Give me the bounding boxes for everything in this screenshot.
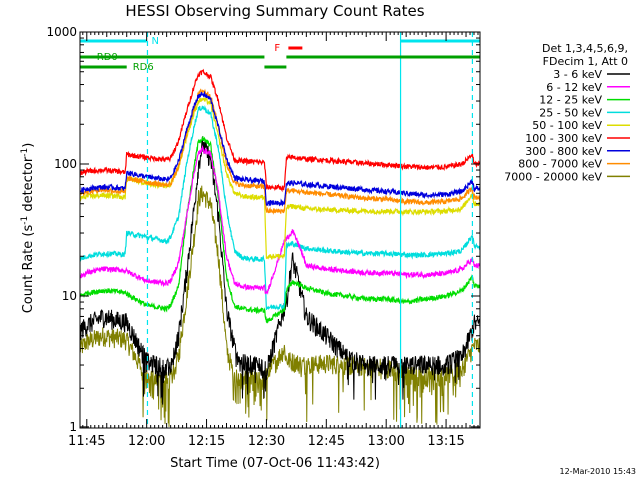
y-axis-label-main: Count Rate (s (21, 225, 36, 314)
flag-label-0: N (151, 36, 158, 47)
footer-date: 12-Mar-2010 15:43 (560, 467, 637, 476)
series-line-3 (80, 104, 480, 311)
x-tick-label-3: 12:30 (248, 434, 285, 449)
plot-area: N F RD0 RD6 1 10 100 1000 11:45 12:00 12:15 12:30 12… (46, 25, 481, 449)
series-line-7 (80, 88, 480, 215)
y-axis-label-mid: detector (21, 156, 36, 216)
flag-label-1: F (274, 43, 280, 54)
chart-title: HESSI Observing Summary Count Rates (125, 2, 424, 20)
x-tick-label-5: 13:00 (367, 434, 404, 449)
y-tick-label-2: 100 (54, 157, 77, 171)
y-axis-label: Count Rate (s-1 detector-1) (20, 143, 36, 314)
x-axis-label: Start Time (07-Oct-06 11:43:42) (170, 456, 380, 471)
legend-label-6: 300 - 800 keV (525, 145, 602, 158)
series-line-0 (80, 136, 480, 405)
x-tick-label-4: 12:45 (308, 434, 345, 449)
series-line-5 (80, 68, 480, 193)
x-tick-label-1: 12:00 (128, 434, 165, 449)
legend-label-4: 50 - 100 keV (532, 119, 602, 132)
y-tick-label-0: 1 (69, 420, 77, 434)
legend-label-1: 6 - 12 keV (546, 81, 602, 94)
legend-label-2: 12 - 25 keV (539, 94, 602, 107)
series-line-6 (80, 90, 480, 207)
legend-label-7: 800 - 7000 keV (518, 158, 602, 171)
plot-frame (79, 31, 481, 429)
legend-label-5: 100 - 300 keV (525, 132, 602, 145)
y-axis-label-sup2: -1 (20, 148, 30, 157)
flag-label-3: RD6 (133, 62, 154, 73)
series-line-2 (80, 136, 480, 324)
legend-header-0: Det 1,3,4,5,6,9, (542, 42, 628, 55)
y-tick-label-1: 10 (62, 289, 77, 303)
y-axis-label-end: ) (21, 143, 36, 148)
x-tick-label-6: 13:15 (427, 434, 464, 449)
legend: Det 1,3,4,5,6,9,FDecim 1, Att 03 - 6 keV… (504, 42, 630, 183)
flag-label-2: RD0 (97, 52, 118, 63)
legend-label-3: 25 - 50 keV (539, 106, 602, 119)
y-tick-label-3: 1000 (46, 25, 77, 39)
x-tick-label-0: 11:45 (68, 434, 105, 449)
legend-label-0: 3 - 6 keV (553, 68, 602, 81)
legend-label-8: 7000 - 20000 keV (504, 170, 602, 183)
x-tick-label-2: 12:15 (188, 434, 225, 449)
y-axis-label-sup1: -1 (20, 216, 30, 225)
legend-header-1: FDecim 1, Att 0 (543, 55, 628, 68)
